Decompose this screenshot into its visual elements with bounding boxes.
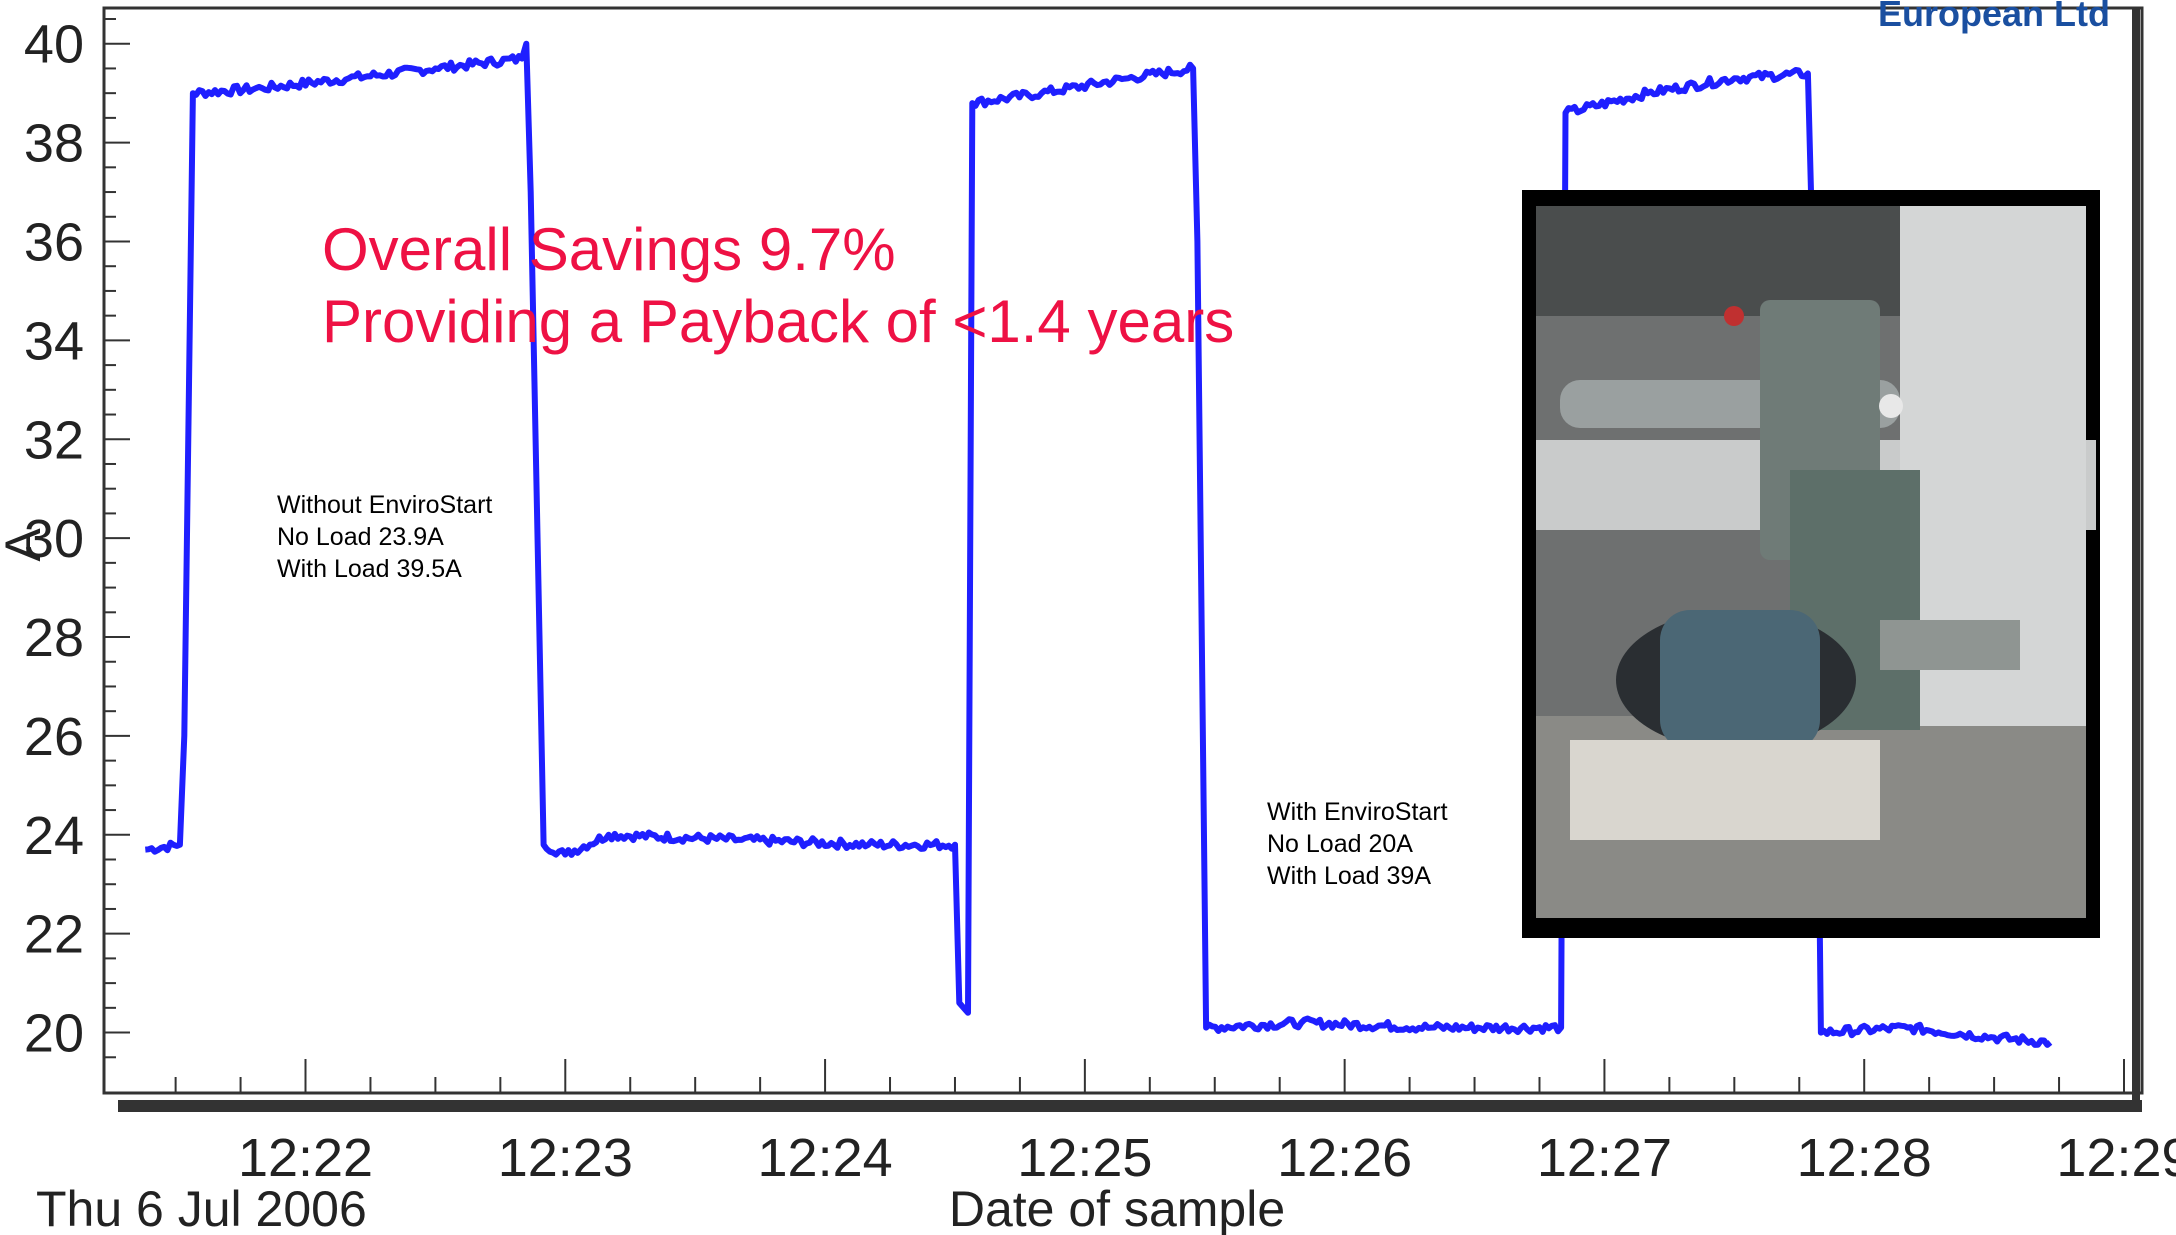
y-tick-label: 28 xyxy=(24,608,84,668)
y-tick-label: 30 xyxy=(24,509,84,569)
headline-line-1: Overall Savings 9.7% xyxy=(322,216,896,283)
x-tick-label: 12:24 xyxy=(758,1128,893,1188)
note-without-envirostart: Without EnviroStart No Load 23.9A With L… xyxy=(277,491,492,583)
y-tick-label: 34 xyxy=(24,311,84,371)
date-label: Thu 6 Jul 2006 xyxy=(36,1181,367,1235)
note-line: With EnviroStart xyxy=(1267,798,1448,826)
current-series-line xyxy=(145,40,2053,1048)
x-tick-label: 12:22 xyxy=(238,1128,373,1188)
x-tick-label: 12:29 xyxy=(2056,1128,2176,1188)
y-tick-label: 40 xyxy=(24,15,84,75)
motor-compressor-photo xyxy=(1522,190,2100,938)
brand-label: European Ltd xyxy=(1878,0,2110,34)
y-axis-title: A xyxy=(0,528,51,562)
x-tick-label: 12:27 xyxy=(1537,1128,1672,1188)
y-tick-label: 36 xyxy=(24,212,84,272)
note-line: Without EnviroStart xyxy=(277,491,492,519)
note-with-envirostart: With EnviroStart No Load 20A With Load 3… xyxy=(1267,798,1448,890)
x-tick-label: 12:23 xyxy=(498,1128,633,1188)
note-line: No Load 23.9A xyxy=(277,523,444,551)
x-tick-label: 12:28 xyxy=(1797,1128,1932,1188)
y-tick-label: 26 xyxy=(24,707,84,767)
y-tick-label: 24 xyxy=(24,806,84,866)
y-tick-label: 38 xyxy=(24,114,84,174)
x-axis: 12:22 12:23 12:24 12:25 12:26 12:27 12:28 12:29 xyxy=(174,1059,2176,1188)
y-axis: 20 22 24 26 28 30 32 34 36 38 40 xyxy=(24,15,130,1093)
x-axis-title: Date of sample xyxy=(949,1181,1285,1235)
note-line: With Load 39.5A xyxy=(277,555,462,583)
note-line: No Load 20A xyxy=(1267,830,1413,858)
x-tick-label: 12:26 xyxy=(1277,1128,1412,1188)
note-line: With Load 39A xyxy=(1267,862,1431,890)
y-tick-label: 32 xyxy=(24,410,84,470)
y-tick-label: 22 xyxy=(24,905,84,965)
y-tick-label: 20 xyxy=(24,1004,84,1064)
x-tick-label: 12:25 xyxy=(1017,1128,1152,1188)
headline-line-2: Providing a Payback of <1.4 years xyxy=(322,288,1234,355)
